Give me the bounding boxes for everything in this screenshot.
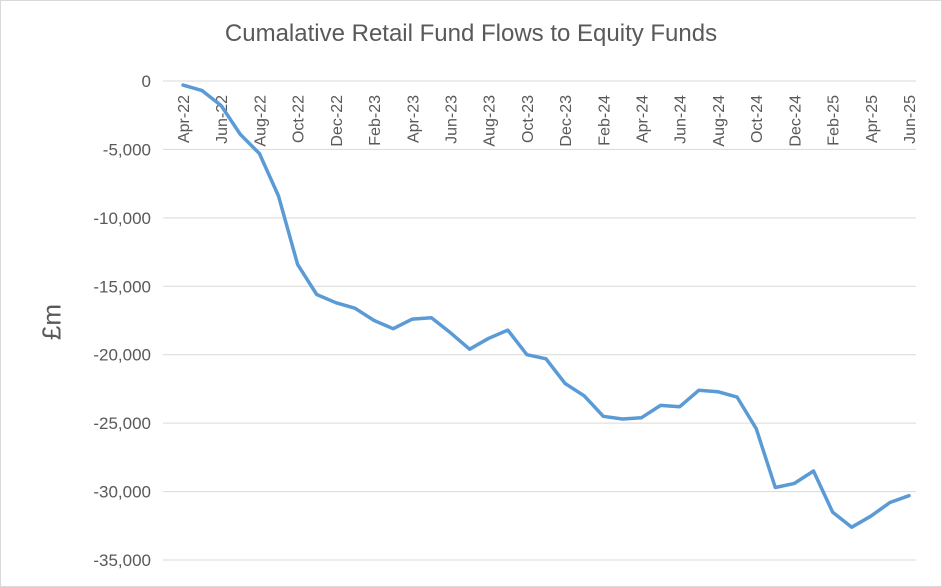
y-tick-label: -25,000 [93,414,151,433]
x-tick-labels: Apr-22 Jun-22 Aug-22 Oct-22 Dec-22 Feb-23 Apr-… [176,95,919,147]
x-tick-label: Feb-23 [367,95,384,146]
series-line [181,83,911,529]
y-tick-label: -5,000 [103,140,151,159]
x-tick-label: Feb-24 [596,95,613,146]
x-tick-label: Aug-22 [252,95,269,147]
x-tick-label: Oct-23 [520,95,537,143]
x-tick-label: Aug-23 [482,95,499,147]
y-tick-label: -10,000 [93,209,151,228]
x-tick-label: Oct-24 [749,95,766,143]
x-tick-label: Apr-24 [635,95,652,143]
gridlines [163,80,916,561]
x-tick-label: Dec-23 [558,95,575,147]
y-tick-label: 0 [142,72,151,91]
x-tick-label: Dec-24 [787,95,804,147]
series-lines [181,83,911,529]
x-tick-label: Jun-25 [902,95,919,144]
x-tick-label: Apr-22 [176,95,193,143]
y-tick-label: -20,000 [93,346,151,365]
x-tick-label: Apr-23 [405,95,422,143]
x-tick-label: Jun-23 [443,95,460,144]
x-tick-label: Jun-22 [214,95,231,144]
y-tick-label: -30,000 [93,483,151,502]
y-tick-labels: 0 -5,000 -10,000 -15,000 -20,000 -25,000 -30,0… [93,72,151,570]
x-tick-label: Apr-25 [864,95,881,143]
x-tick-label: Oct-22 [291,95,308,143]
y-tick-label: -35,000 [93,551,151,570]
chart-title: Cumalative Retail Fund Flows to Equity F… [224,20,718,47]
y-tick-label: -15,000 [93,277,151,296]
x-tick-label: Aug-24 [711,95,728,147]
x-tick-label: Jun-24 [673,95,690,144]
x-tick-label: Feb-25 [826,95,843,146]
x-tick-label: Dec-22 [329,95,346,147]
